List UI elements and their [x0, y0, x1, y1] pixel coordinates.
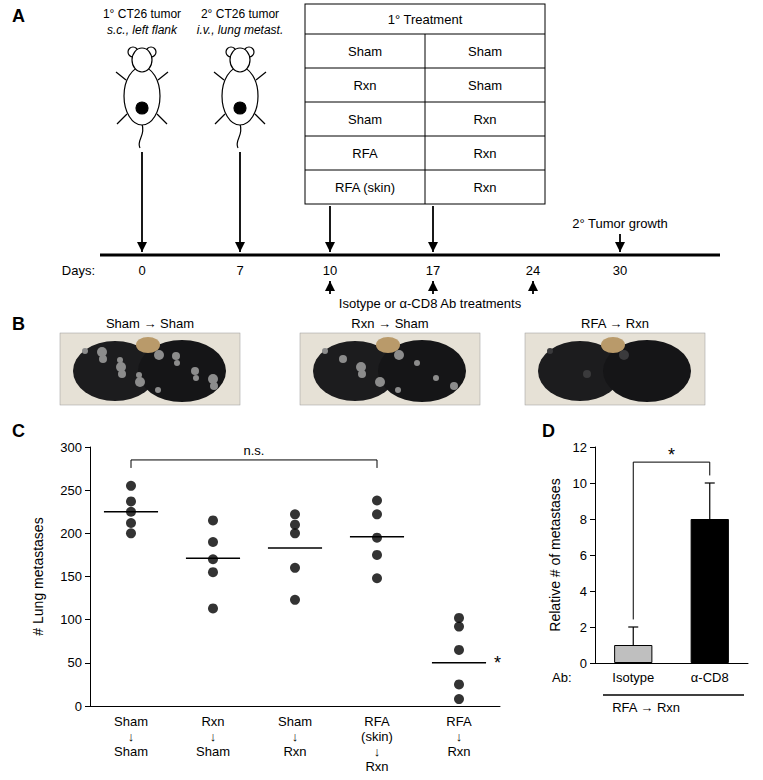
svg-text:Days:: Days:	[62, 263, 95, 278]
svg-text:Rxn: Rxn	[353, 78, 376, 93]
svg-text:50: 50	[68, 655, 82, 670]
svg-text:10: 10	[323, 263, 337, 278]
svg-text:Sham: Sham	[348, 112, 382, 127]
svg-text:10: 10	[573, 476, 587, 491]
svg-text:0: 0	[580, 656, 587, 671]
svg-text:2° Tumor growth: 2° Tumor growth	[572, 216, 668, 231]
svg-text:# Lung metastases: # Lung metastases	[30, 517, 46, 635]
svg-text:α-CD8: α-CD8	[691, 670, 729, 685]
svg-text:Sham: Sham	[114, 744, 148, 759]
svg-text:0: 0	[75, 699, 82, 714]
svg-text:Relative # of metastases: Relative # of metastases	[547, 478, 563, 631]
svg-text:Sham: Sham	[468, 78, 502, 93]
svg-text:12: 12	[573, 440, 587, 455]
svg-text:2: 2	[580, 620, 587, 635]
svg-text:Sham → Sham: Sham → Sham	[106, 316, 194, 331]
svg-text:↓: ↓	[128, 729, 135, 744]
svg-text:RFA → Rxn: RFA → Rxn	[581, 316, 649, 331]
svg-text:(skin): (skin)	[361, 729, 393, 744]
svg-text:↓: ↓	[292, 729, 299, 744]
svg-text:s.c., left flank: s.c., left flank	[107, 23, 178, 37]
svg-text:D: D	[542, 421, 555, 441]
svg-text:6: 6	[580, 548, 587, 563]
svg-text:0: 0	[138, 263, 145, 278]
svg-text:RFA: RFA	[352, 146, 378, 161]
svg-text:RFA: RFA	[364, 714, 390, 729]
svg-text:↓: ↓	[374, 744, 381, 759]
svg-text:Rxn: Rxn	[365, 759, 388, 774]
svg-text:Isotype or α-CD8 Ab treatments: Isotype or α-CD8 Ab treatments	[339, 296, 522, 311]
svg-text:↓: ↓	[456, 729, 463, 744]
svg-text:*: *	[668, 445, 675, 465]
svg-text:RFA: RFA	[446, 714, 472, 729]
svg-text:300: 300	[60, 440, 82, 455]
svg-text:1° CT26 tumor: 1° CT26 tumor	[103, 7, 181, 21]
svg-text:4: 4	[580, 584, 587, 599]
svg-text:C: C	[12, 421, 25, 441]
svg-text:Sham: Sham	[114, 714, 148, 729]
svg-text:Sham: Sham	[278, 714, 312, 729]
svg-text:RFA (skin): RFA (skin)	[335, 180, 395, 195]
svg-text:Ab:: Ab:	[552, 670, 572, 685]
svg-text:Rxn: Rxn	[473, 146, 496, 161]
svg-text:30: 30	[613, 263, 627, 278]
svg-text:↓: ↓	[210, 729, 217, 744]
svg-text:1° Treatment: 1° Treatment	[388, 12, 463, 27]
svg-text:Isotype: Isotype	[612, 670, 654, 685]
svg-text:Rxn → Sham: Rxn → Sham	[351, 316, 428, 331]
svg-text:*: *	[494, 653, 501, 673]
svg-text:2° CT26 tumor: 2° CT26 tumor	[201, 7, 279, 21]
svg-text:Sham: Sham	[196, 744, 230, 759]
svg-text:200: 200	[60, 526, 82, 541]
svg-text:Rxn: Rxn	[201, 714, 224, 729]
svg-text:Rxn: Rxn	[473, 180, 496, 195]
svg-text:Rxn: Rxn	[283, 744, 306, 759]
svg-text:Rxn: Rxn	[447, 744, 470, 759]
svg-text:8: 8	[580, 512, 587, 527]
svg-text:7: 7	[236, 263, 243, 278]
svg-text:i.v., lung metast.: i.v., lung metast.	[197, 23, 283, 37]
svg-text:Rxn: Rxn	[473, 112, 496, 127]
svg-text:n.s.: n.s.	[244, 443, 265, 458]
svg-text:RFA → Rxn: RFA → Rxn	[612, 700, 680, 715]
svg-text:24: 24	[526, 263, 540, 278]
svg-text:17: 17	[426, 263, 440, 278]
svg-text:100: 100	[60, 612, 82, 627]
svg-text:B: B	[12, 314, 25, 334]
svg-text:Sham: Sham	[348, 44, 382, 59]
svg-text:Sham: Sham	[468, 44, 502, 59]
svg-text:150: 150	[60, 569, 82, 584]
svg-text:250: 250	[60, 483, 82, 498]
svg-text:A: A	[12, 6, 25, 26]
